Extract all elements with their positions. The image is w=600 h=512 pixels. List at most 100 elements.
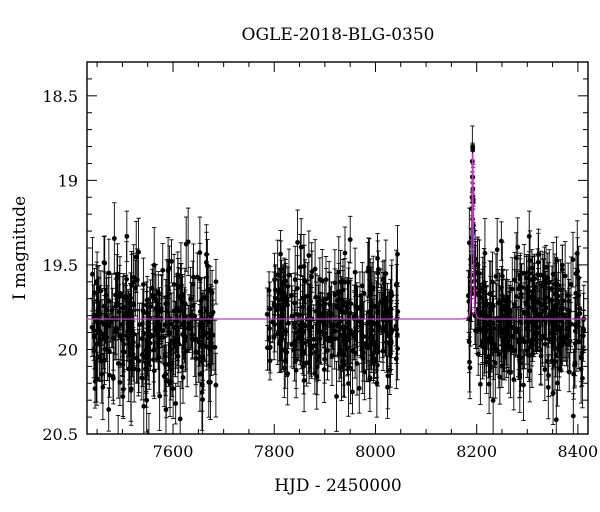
data-point	[162, 322, 168, 328]
data-point	[181, 320, 187, 326]
data-point	[281, 365, 287, 371]
data-point	[526, 353, 532, 358]
data-point	[323, 330, 328, 336]
data-point	[377, 324, 383, 330]
data-point	[173, 401, 179, 406]
data-point	[135, 367, 141, 373]
data-point	[555, 380, 560, 386]
data-point	[337, 319, 342, 325]
data-point	[108, 319, 114, 325]
data-point	[347, 336, 352, 342]
data-point	[467, 365, 473, 371]
data-point	[516, 354, 522, 359]
data-point	[570, 413, 576, 419]
data-point	[559, 267, 565, 272]
data-point	[509, 333, 515, 339]
data-point	[176, 341, 182, 347]
data-point	[194, 274, 200, 280]
data-point	[496, 351, 502, 357]
data-point	[521, 382, 526, 388]
data-point	[292, 277, 298, 283]
data-point	[342, 250, 348, 256]
data-point	[117, 333, 123, 338]
data-point	[140, 352, 145, 357]
data-point	[550, 271, 556, 277]
data-point	[484, 302, 489, 308]
x-tick-label: 7600	[153, 442, 194, 461]
y-tick-label: 19	[58, 171, 78, 190]
data-point	[477, 381, 483, 387]
data-point	[180, 332, 186, 337]
data-point	[185, 325, 191, 331]
model-layer	[87, 153, 587, 320]
tick-layer: 7600 7800 8000 8200 8400 18.5 19 19.5 20 20.5	[42, 61, 598, 461]
data-point	[91, 334, 97, 340]
data-point	[482, 250, 488, 256]
data-point	[198, 298, 204, 304]
data-point	[319, 278, 325, 284]
data-point	[156, 355, 162, 361]
data-point	[267, 344, 273, 350]
data-point	[206, 335, 212, 341]
data-point	[575, 268, 580, 274]
data-point	[286, 272, 292, 278]
data-point	[206, 379, 212, 385]
model-curve	[87, 153, 587, 320]
y-axis-label: I magnitude	[10, 196, 30, 300]
data-point	[291, 321, 297, 327]
data-point	[543, 295, 548, 301]
data-point	[111, 236, 117, 241]
data-point	[382, 324, 388, 329]
data-point	[213, 279, 219, 285]
data-point	[271, 301, 277, 307]
data-point	[556, 342, 562, 347]
data-point	[131, 366, 137, 372]
data-point	[352, 350, 358, 356]
data-point	[157, 393, 163, 399]
data-point	[197, 371, 203, 377]
data-point	[576, 293, 582, 298]
data-point	[545, 384, 551, 390]
data-point	[509, 286, 515, 292]
data-point	[577, 305, 583, 311]
data-point	[466, 339, 472, 345]
data-point	[579, 350, 585, 355]
y-tick-label: 19.5	[42, 256, 78, 275]
data-point	[368, 335, 374, 341]
data-point	[106, 323, 112, 329]
data-point	[266, 288, 272, 293]
data-point	[131, 331, 137, 337]
data-point	[501, 313, 507, 319]
data-point	[312, 266, 318, 272]
data-point	[389, 328, 395, 333]
data-point	[128, 386, 134, 392]
data-point	[175, 272, 181, 278]
data-point	[365, 320, 371, 326]
data-point	[537, 312, 542, 317]
data-point	[352, 269, 358, 275]
data-point	[163, 371, 169, 377]
data-point	[197, 250, 203, 255]
data-point	[547, 312, 553, 318]
data-point	[110, 374, 116, 379]
data-point	[519, 336, 525, 342]
data-point	[498, 238, 504, 244]
data-point	[564, 334, 569, 340]
data-point	[477, 327, 483, 333]
data-point	[532, 276, 538, 282]
data-point	[360, 355, 366, 361]
data-point	[167, 378, 173, 384]
data-point	[174, 318, 180, 324]
data-point	[553, 352, 559, 358]
data-point	[193, 356, 199, 361]
data-point	[275, 272, 281, 278]
data-point	[535, 272, 541, 277]
data-point	[395, 346, 400, 351]
data-point	[517, 359, 523, 365]
data-point	[559, 335, 565, 341]
data-point	[395, 309, 401, 315]
data-point	[371, 356, 377, 362]
x-tick-label: 8000	[355, 442, 396, 461]
data-point	[177, 416, 183, 422]
data-point	[127, 325, 132, 331]
